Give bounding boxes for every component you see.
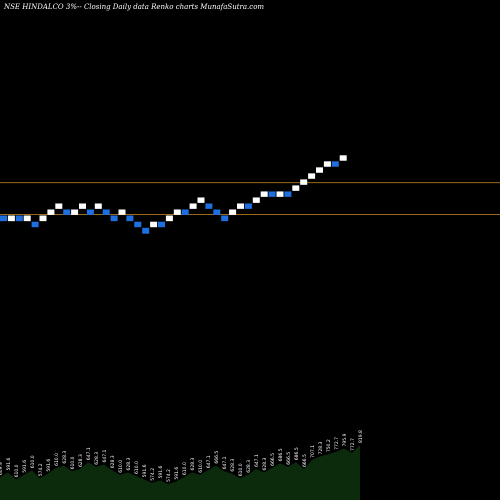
volume-label: 707.1 [310, 445, 316, 458]
volume-label: 610.0 [182, 462, 188, 475]
volume-label: 628.3 [110, 455, 116, 468]
volume-label: 628.3 [230, 459, 236, 472]
renko-brick [197, 197, 205, 203]
renko-brick [276, 191, 284, 197]
renko-brick [252, 197, 260, 203]
renko-brick [237, 203, 244, 209]
volume-label: 610.0 [238, 463, 244, 476]
volume-label: 574.2 [38, 463, 44, 476]
renko-brick [150, 221, 158, 228]
renko-brick [292, 185, 300, 191]
volume-label: 819.8 [358, 430, 364, 443]
volume-label: 647.1 [102, 449, 108, 462]
renko-brick [181, 209, 189, 215]
renko-brick [15, 215, 23, 222]
volume-label: 591.6 [142, 464, 148, 477]
volume-label: 628.3 [246, 460, 252, 473]
renko-brick [260, 191, 268, 197]
volume-label: 610.0 [30, 455, 36, 468]
renko-brick [86, 209, 94, 215]
renko-brick [165, 215, 173, 222]
renko-brick [94, 203, 102, 209]
volume-label: 610.0 [54, 453, 60, 466]
renko-brick [244, 203, 252, 209]
volume-label: 591.6 [46, 459, 52, 472]
volume-label: 647.1 [254, 454, 260, 467]
renko-brick [7, 215, 15, 222]
volume-label: 647.1 [222, 456, 228, 469]
renko-brick [308, 173, 316, 179]
renko-brick [189, 203, 197, 209]
volume-label: 750.2 [326, 439, 332, 452]
renko-brick [0, 215, 7, 222]
volume-label: 647.1 [86, 447, 92, 460]
renko-brick [110, 215, 118, 222]
renko-brick [71, 209, 79, 215]
renko-brick [331, 161, 339, 167]
volume-label: 795.9 [342, 433, 348, 446]
renko-brick [47, 209, 55, 215]
volume-label: 610.0 [134, 461, 140, 474]
volume-area-shape [0, 445, 360, 500]
volume-label: 666.5 [270, 453, 276, 466]
renko-brick [268, 191, 276, 197]
volume-label: 628.3 [78, 454, 84, 467]
volume-label: 610.0 [14, 464, 20, 477]
renko-brick [102, 209, 110, 215]
renko-brick [300, 179, 308, 185]
volume-label: 628.3 [126, 457, 132, 470]
renko-brick [126, 215, 134, 222]
volume-label: 628.3 [62, 451, 68, 464]
renko-brick [229, 209, 237, 215]
renko-brick [158, 221, 165, 228]
renko-brick [284, 191, 292, 197]
renko-brick [23, 215, 31, 222]
volume-label: 628.3 [190, 457, 196, 470]
renko-brick [213, 209, 221, 215]
volume-label: 686.5 [294, 447, 300, 460]
volume-area [0, 445, 360, 500]
volume-label: 574.2 [166, 469, 172, 482]
volume-label: 610.0 [70, 456, 76, 469]
volume-label: 628.3 [262, 457, 268, 470]
volume-label: 666.5 [214, 451, 220, 464]
volume-label: 772.7 [350, 438, 356, 451]
renko-brick [118, 209, 126, 215]
renko-brick [39, 215, 47, 222]
renko-brick [142, 227, 150, 234]
volume-label: 609.9 [0, 462, 4, 475]
volume-label: 666.5 [302, 454, 308, 467]
renko-brick [55, 203, 63, 209]
volume-label: 728.3 [318, 441, 324, 454]
volume-label: 686.5 [278, 448, 284, 461]
renko-brick [205, 203, 213, 209]
volume-label: 647.1 [206, 455, 212, 468]
volume-label: 574.2 [150, 468, 156, 481]
renko-brick [339, 155, 347, 161]
reference-lines [0, 182, 500, 215]
volume-label: 591.6 [174, 467, 180, 480]
renko-brick [221, 215, 229, 222]
volume-label: 591.6 [6, 457, 12, 470]
renko-bricks [0, 155, 347, 234]
renko-brick [323, 161, 331, 167]
renko-brick [134, 221, 142, 228]
volume-label: 610.0 [118, 460, 124, 473]
volume-label: 628.3 [94, 452, 100, 465]
chart-title: NSE HINDALCO 3%-- Closing Daily data Ren… [3, 3, 264, 11]
volume-label: 610.0 [198, 460, 204, 473]
volume-label: 591.6 [22, 460, 28, 473]
renko-brick [63, 209, 71, 215]
volume-label: 591.6 [158, 466, 164, 479]
volume-label: 772.7 [334, 437, 340, 450]
renko-brick [79, 203, 86, 209]
renko-brick [316, 167, 323, 173]
renko-brick [173, 209, 181, 215]
volume-label: 666.5 [286, 452, 292, 465]
renko-brick [31, 221, 39, 228]
